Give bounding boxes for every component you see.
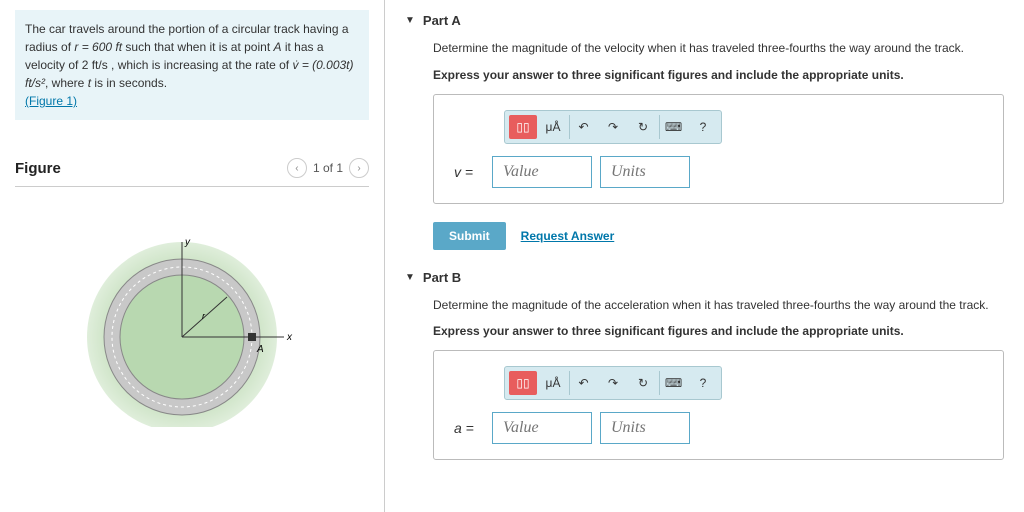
- part-b-header[interactable]: ▼ Part B: [405, 270, 1004, 285]
- answer-toolbar: ▯▯ μÅ ↶ ↷ ↻ ⌨ ?: [504, 366, 722, 400]
- part-a-input-row: v =: [454, 156, 983, 188]
- keyboard-icon[interactable]: ⌨: [659, 371, 687, 395]
- part-b-instruction: Express your answer to three significant…: [433, 323, 1004, 340]
- part-a-units-input[interactable]: [600, 156, 690, 188]
- svg-text:x: x: [286, 332, 293, 343]
- part-b-question: Determine the magnitude of the accelerat…: [433, 297, 1004, 314]
- part-a-instruction: Express your answer to three significant…: [433, 67, 1004, 84]
- velocity-val: 2 ft/s: [82, 58, 108, 72]
- part-b-label: Part B: [423, 270, 461, 285]
- part-a-label: Part A: [423, 13, 461, 28]
- answer-toolbar: ▯▯ μÅ ↶ ↷ ↻ ⌨ ?: [504, 110, 722, 144]
- part-b-answer-box: ▯▯ μÅ ↶ ↷ ↻ ⌨ ? a =: [433, 350, 1004, 460]
- figure-link[interactable]: (Figure 1): [25, 94, 77, 108]
- part-a-question: Determine the magnitude of the velocity …: [433, 40, 1004, 57]
- radius-eq: r = 600 ft: [74, 40, 122, 54]
- right-panel: ▼ Part A Determine the magnitude of the …: [385, 0, 1024, 512]
- problem-text: is in seconds.: [91, 76, 167, 90]
- caret-down-icon: ▼: [405, 272, 415, 283]
- problem-statement: The car travels around the portion of a …: [15, 10, 369, 120]
- undo-icon[interactable]: ↶: [569, 115, 597, 139]
- help-icon[interactable]: ?: [689, 371, 717, 395]
- part-a-header[interactable]: ▼ Part A: [405, 13, 1004, 28]
- template-icon[interactable]: ▯▯: [509, 371, 537, 395]
- request-answer-link[interactable]: Request Answer: [521, 229, 615, 243]
- part-b-body: Determine the magnitude of the accelerat…: [433, 297, 1004, 461]
- reset-icon[interactable]: ↻: [629, 115, 657, 139]
- prev-figure-button[interactable]: ‹: [287, 158, 307, 178]
- help-icon[interactable]: ?: [689, 115, 717, 139]
- figure-title: Figure: [15, 160, 61, 177]
- figure-image: y x r A: [15, 207, 369, 427]
- svg-text:y: y: [184, 237, 191, 248]
- problem-text: , where: [45, 76, 88, 90]
- template-icon[interactable]: ▯▯: [509, 115, 537, 139]
- left-panel: The car travels around the portion of a …: [0, 0, 385, 512]
- figure-pager: ‹ 1 of 1 ›: [287, 158, 369, 178]
- redo-icon[interactable]: ↷: [599, 371, 627, 395]
- svg-text:A: A: [256, 344, 264, 355]
- pager-text: 1 of 1: [313, 161, 343, 175]
- reset-icon[interactable]: ↻: [629, 371, 657, 395]
- part-a-submit-row: Submit Request Answer: [433, 222, 1004, 250]
- redo-icon[interactable]: ↷: [599, 115, 627, 139]
- problem-text: such that when it is at point: [122, 40, 273, 54]
- symbols-icon[interactable]: μÅ: [539, 371, 567, 395]
- part-a-variable: v =: [454, 164, 484, 180]
- caret-down-icon: ▼: [405, 15, 415, 26]
- part-a-value-input[interactable]: [492, 156, 592, 188]
- part-b-input-row: a =: [454, 412, 983, 444]
- part-b-variable: a =: [454, 420, 484, 436]
- part-b-units-input[interactable]: [600, 412, 690, 444]
- part-a-answer-box: ▯▯ μÅ ↶ ↷ ↻ ⌨ ? v =: [433, 94, 1004, 204]
- symbols-icon[interactable]: μÅ: [539, 115, 567, 139]
- part-b-value-input[interactable]: [492, 412, 592, 444]
- keyboard-icon[interactable]: ⌨: [659, 115, 687, 139]
- point-a: A: [273, 40, 281, 54]
- part-a-body: Determine the magnitude of the velocity …: [433, 40, 1004, 204]
- submit-button[interactable]: Submit: [433, 222, 506, 250]
- problem-text: , which is increasing at the rate of: [108, 58, 293, 72]
- next-figure-button[interactable]: ›: [349, 158, 369, 178]
- undo-icon[interactable]: ↶: [569, 371, 597, 395]
- figure-header: Figure ‹ 1 of 1 ›: [15, 150, 369, 187]
